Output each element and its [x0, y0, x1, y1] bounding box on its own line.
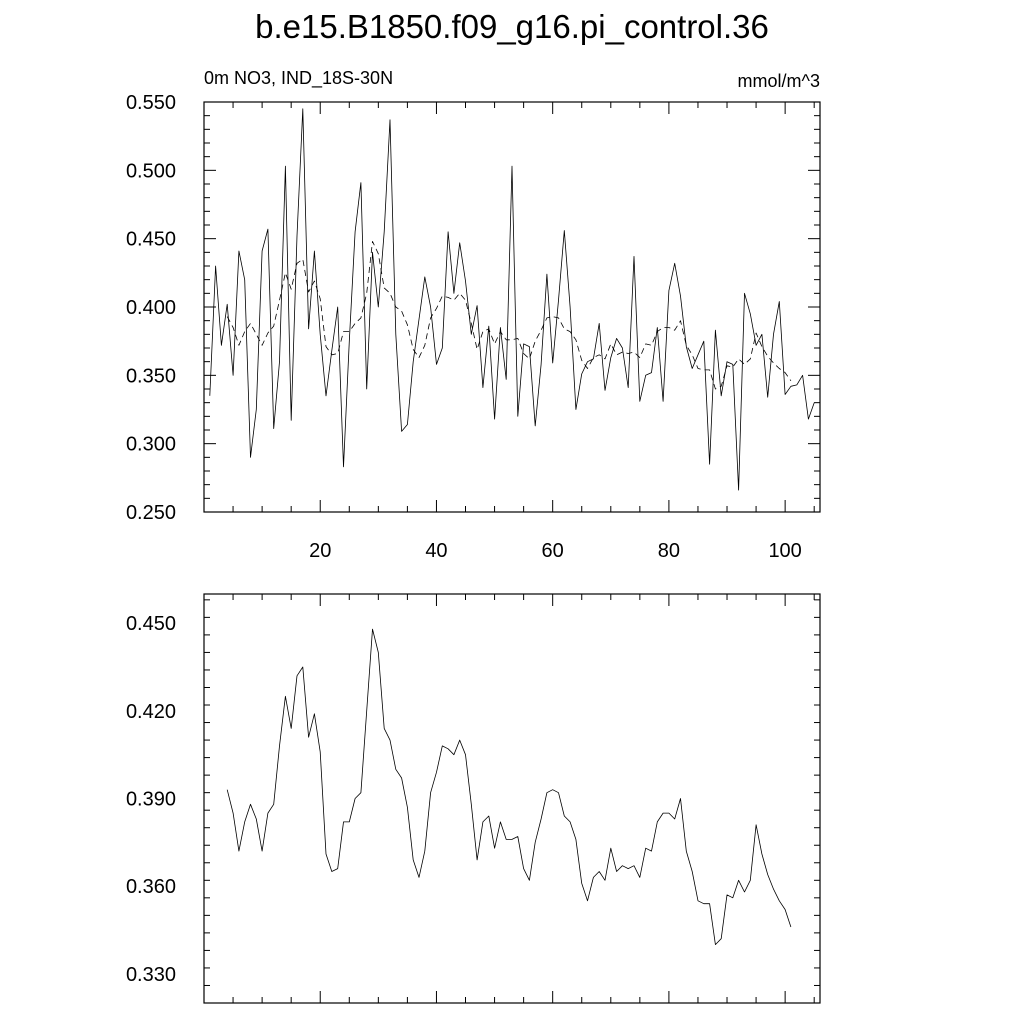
top-x-tick-label: 80 [658, 540, 680, 562]
top-series-line-solid [209, 108, 815, 491]
top-y-tick-label: 0.450 [126, 229, 176, 251]
top-panel-plot: 0.250 0.300 0.350 0.400 0.450 0.500 0.550 20 40 6… [126, 92, 821, 562]
bottom-y-tick-label: 0.450 [126, 613, 176, 635]
bottom-panel-plot: 0.330 0.360 0.390 0.420 0.450 [126, 593, 821, 1004]
bottom-y-tick-label: 0.420 [126, 701, 176, 723]
top-series-line-dashed [226, 241, 792, 390]
top-x-tick-label: 60 [542, 540, 564, 562]
panel-left-label: 0m NO3, IND_18S-30N [204, 68, 393, 89]
top-y-tick-label: 0.300 [126, 434, 176, 456]
bottom-y-tick-label: 0.330 [126, 964, 176, 986]
bottom-y-tick-label: 0.360 [126, 876, 176, 898]
bottom-y-tick-label: 0.390 [126, 789, 176, 811]
top-y-tick-label: 0.250 [126, 502, 176, 524]
top-y-tick-label: 0.400 [126, 297, 176, 319]
top-x-tick-label: 40 [425, 540, 447, 562]
top-y-tick-label: 0.500 [126, 160, 176, 182]
top-x-tick-label: 100 [768, 540, 801, 562]
bottom-plot-frame [203, 593, 821, 1004]
top-x-tick-label: 20 [309, 540, 331, 562]
chart-title: b.e15.B1850.f09_g16.pi_control.36 [255, 8, 769, 45]
bottom-series-line-solid [226, 628, 792, 945]
top-plot-frame [203, 101, 821, 513]
top-y-tick-label: 0.350 [126, 365, 176, 387]
top-y-tick-label: 0.550 [126, 92, 176, 114]
panel-unit-label: mmol/m^3 [738, 71, 820, 91]
